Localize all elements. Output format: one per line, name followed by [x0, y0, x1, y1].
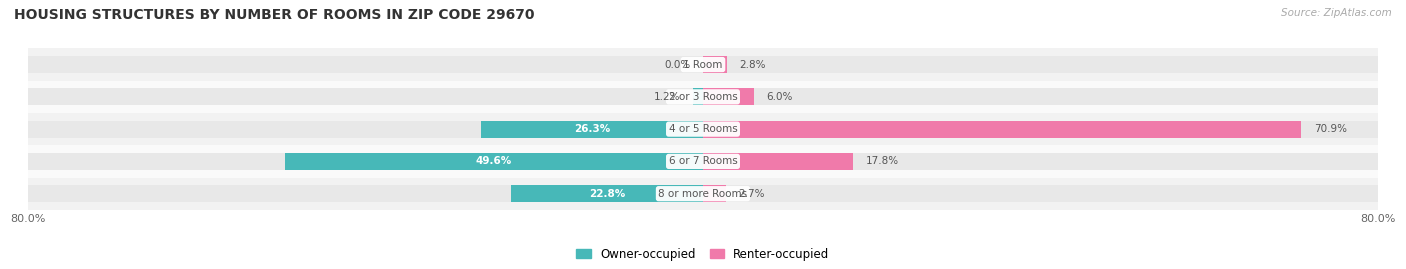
Bar	[284, 153, 703, 170]
Bar	[28, 153, 703, 170]
Bar	[28, 81, 1378, 113]
Bar	[693, 89, 703, 105]
Bar	[28, 121, 703, 137]
Bar	[28, 185, 703, 202]
Legend: Owner-occupied, Renter-occupied: Owner-occupied, Renter-occupied	[572, 243, 834, 265]
Bar	[703, 153, 1378, 170]
Text: 26.3%: 26.3%	[574, 124, 610, 134]
Text: 6.0%: 6.0%	[766, 92, 793, 102]
Bar	[28, 89, 703, 105]
Bar	[703, 89, 754, 105]
Text: 1.2%: 1.2%	[654, 92, 681, 102]
Bar	[703, 89, 1378, 105]
Text: 2 or 3 Rooms: 2 or 3 Rooms	[669, 92, 737, 102]
Text: 6 or 7 Rooms: 6 or 7 Rooms	[669, 156, 737, 167]
Bar	[703, 185, 725, 202]
Bar	[703, 121, 1301, 137]
Text: 8 or more Rooms: 8 or more Rooms	[658, 189, 748, 199]
Text: 70.9%: 70.9%	[1313, 124, 1347, 134]
Text: 22.8%: 22.8%	[589, 189, 624, 199]
Text: HOUSING STRUCTURES BY NUMBER OF ROOMS IN ZIP CODE 29670: HOUSING STRUCTURES BY NUMBER OF ROOMS IN…	[14, 8, 534, 22]
Text: 17.8%: 17.8%	[866, 156, 898, 167]
Bar	[28, 48, 1378, 81]
Text: 4 or 5 Rooms: 4 or 5 Rooms	[669, 124, 737, 134]
Bar	[28, 56, 703, 73]
Bar	[703, 56, 727, 73]
Text: 49.6%: 49.6%	[475, 156, 512, 167]
Text: 2.7%: 2.7%	[738, 189, 765, 199]
Bar	[703, 121, 1378, 137]
Bar	[510, 185, 703, 202]
Bar	[481, 121, 703, 137]
Bar	[703, 185, 1378, 202]
Text: 0.0%: 0.0%	[664, 59, 690, 70]
Text: Source: ZipAtlas.com: Source: ZipAtlas.com	[1281, 8, 1392, 18]
Text: 1 Room: 1 Room	[683, 59, 723, 70]
Bar	[703, 153, 853, 170]
Bar	[28, 145, 1378, 178]
Text: 2.8%: 2.8%	[740, 59, 766, 70]
Bar	[28, 113, 1378, 145]
Bar	[28, 178, 1378, 210]
Bar	[703, 56, 1378, 73]
